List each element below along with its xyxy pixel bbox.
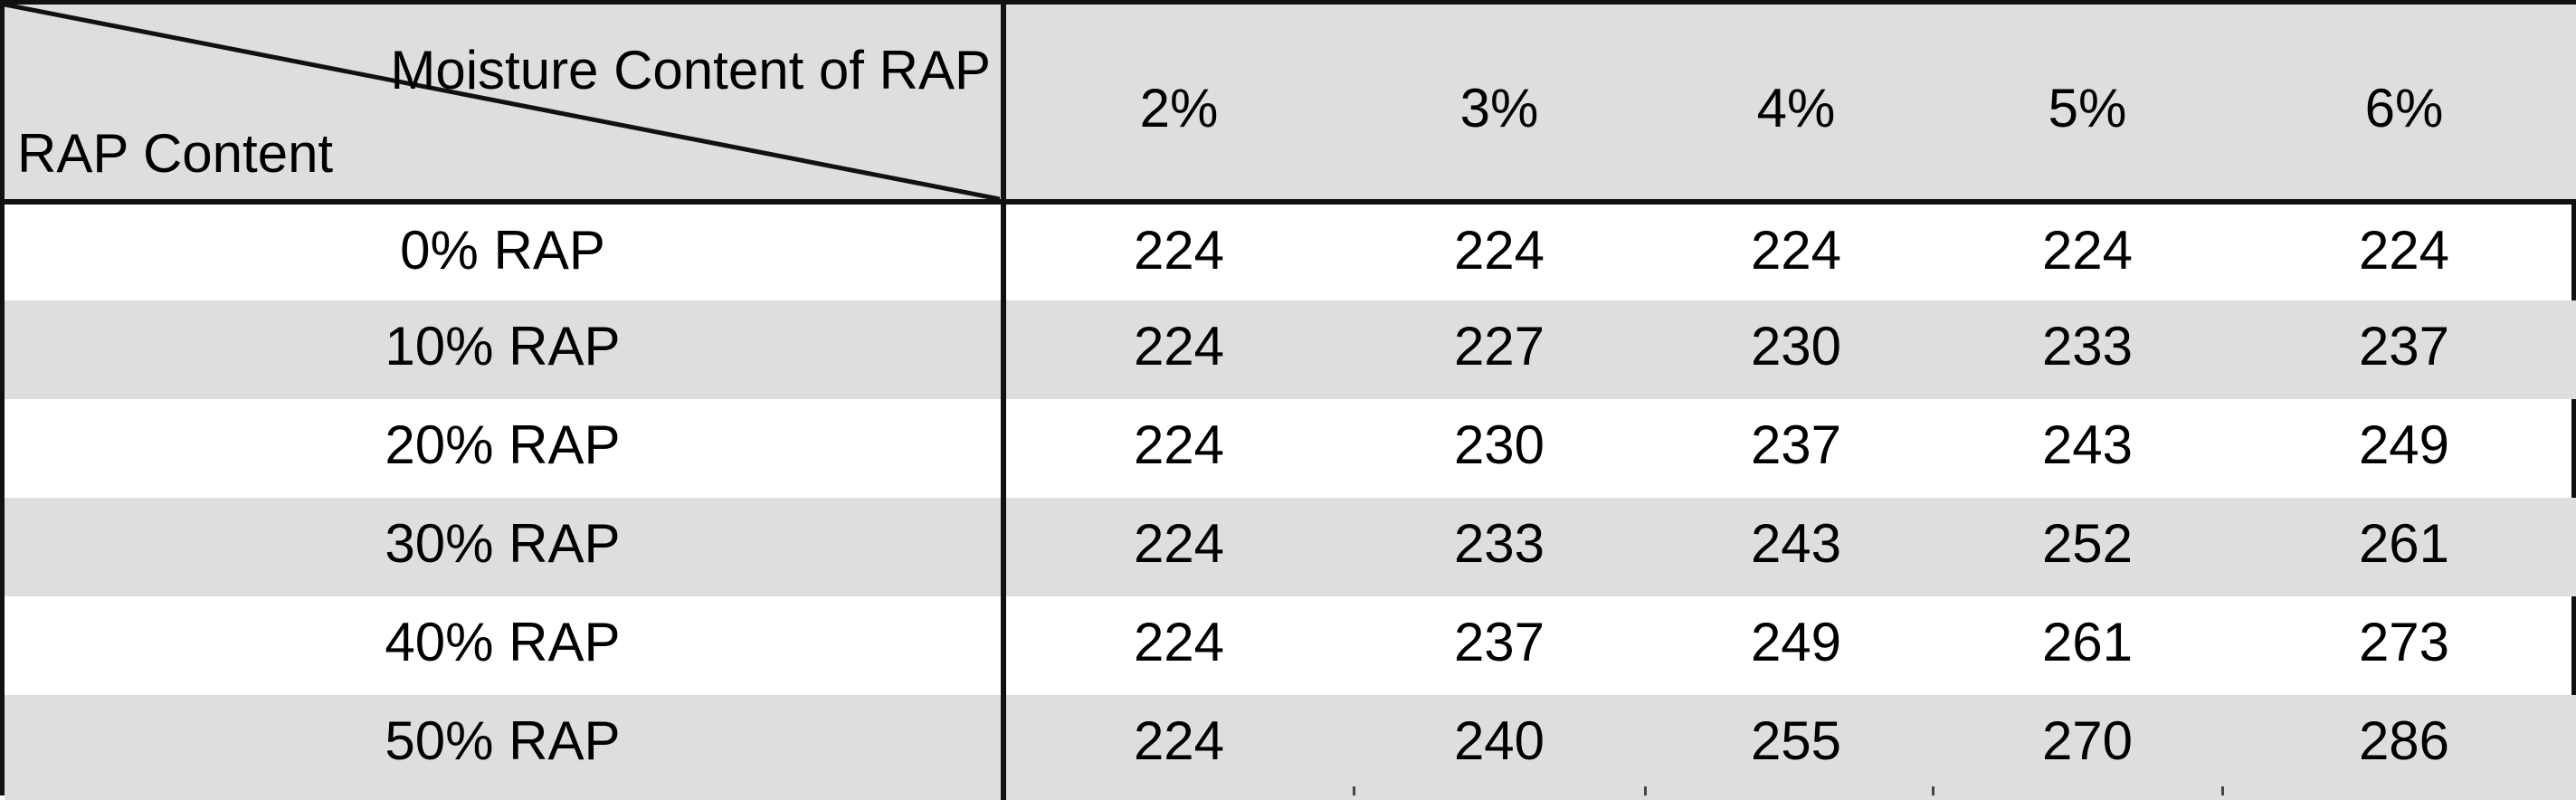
table-cell: 249 bbox=[2358, 414, 2450, 475]
column-tick-mark bbox=[1353, 786, 1355, 795]
table-cell: 224 bbox=[1133, 612, 1225, 672]
table-cell: 224 bbox=[1133, 220, 1225, 281]
column-tick-mark bbox=[2221, 786, 2224, 795]
table-cell: 237 bbox=[2358, 316, 2450, 376]
table-cell: 230 bbox=[1750, 316, 1842, 376]
table-cell: 255 bbox=[1750, 710, 1842, 771]
table-cell: 237 bbox=[1453, 612, 1545, 672]
table-cell: 224 bbox=[2358, 220, 2450, 281]
label-column-divider bbox=[1001, 5, 1006, 800]
row-label: 30% RAP bbox=[385, 513, 621, 574]
table-row: 10% RAP 224 227 230 233 237 bbox=[5, 300, 2576, 399]
table-cell: 249 bbox=[1750, 612, 1842, 672]
table-cell: 286 bbox=[2358, 710, 2450, 771]
column-header-6pct: 6% bbox=[2364, 78, 2444, 138]
table-cell: 227 bbox=[1453, 316, 1545, 376]
table-cell: 240 bbox=[1453, 710, 1545, 771]
row-label: 20% RAP bbox=[385, 414, 621, 475]
column-header-2pct: 2% bbox=[1139, 78, 1219, 138]
column-tick-mark bbox=[1932, 786, 1934, 795]
row-axis-label: RAP Content bbox=[17, 123, 334, 184]
column-header-3pct: 3% bbox=[1459, 78, 1539, 138]
row-label: 0% RAP bbox=[400, 220, 605, 281]
table-cell: 261 bbox=[2358, 513, 2450, 574]
column-header-4pct: 4% bbox=[1756, 78, 1836, 138]
column-tick-mark bbox=[1644, 786, 1647, 795]
table-cell: 224 bbox=[1453, 220, 1545, 281]
table-cell: 237 bbox=[1750, 414, 1842, 475]
row-label: 10% RAP bbox=[385, 316, 621, 376]
table-cell: 230 bbox=[1453, 414, 1545, 475]
table-cell: 233 bbox=[1453, 513, 1545, 574]
table-cell: 224 bbox=[1133, 710, 1225, 771]
table-cell: 273 bbox=[2358, 612, 2450, 672]
table-cell: 224 bbox=[1133, 414, 1225, 475]
table-cell: 224 bbox=[1133, 513, 1225, 574]
table-row: 50% RAP 224 240 255 270 286 bbox=[5, 695, 2576, 800]
table-cell: 243 bbox=[2041, 414, 2134, 475]
row-label: 50% RAP bbox=[385, 710, 621, 771]
table-cell: 224 bbox=[1750, 220, 1842, 281]
table-cell: 270 bbox=[2041, 710, 2134, 771]
table-cell: 224 bbox=[1133, 316, 1225, 376]
row-label: 40% RAP bbox=[385, 612, 621, 672]
column-header-5pct: 5% bbox=[2048, 78, 2127, 138]
corner-diagonal-line bbox=[5, 5, 1000, 199]
table-cell: 224 bbox=[2041, 220, 2134, 281]
table-cell: 252 bbox=[2041, 513, 2134, 574]
column-axis-label: Moisture Content of RAP bbox=[390, 40, 991, 100]
table-cell: 233 bbox=[2041, 316, 2134, 376]
table-row: 40% RAP 224 237 249 261 273 bbox=[5, 596, 2576, 695]
table-row: 0% RAP 224 224 224 224 224 bbox=[5, 205, 2576, 303]
table-row: 30% RAP 224 233 243 252 261 bbox=[5, 498, 2576, 596]
table-row: 20% RAP 224 230 237 243 249 bbox=[5, 399, 2576, 498]
table-cell: 243 bbox=[1750, 513, 1842, 574]
table-header: Moisture Content of RAP RAP Content 2% 3… bbox=[5, 5, 2576, 205]
table-cell: 261 bbox=[2041, 612, 2134, 672]
